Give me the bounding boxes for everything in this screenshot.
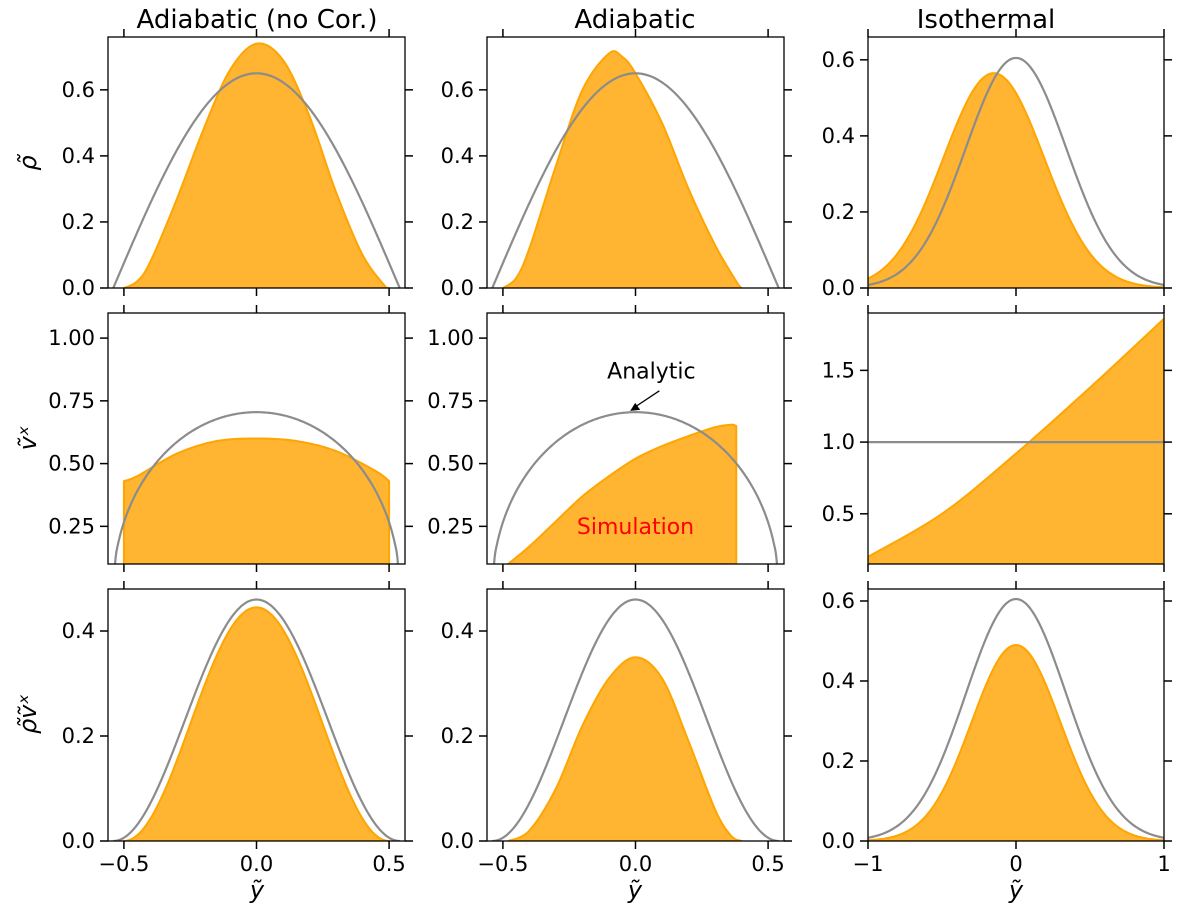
simulation-area — [868, 317, 1164, 564]
y-tick-label: 0.2 — [62, 724, 95, 748]
panel-r2c0: −0.5 0.0 0.50.00.20.4 — [62, 581, 413, 876]
analytic-curve — [113, 411, 400, 564]
simulation-area — [868, 72, 1164, 288]
y-tick-label: 0.0 — [62, 276, 95, 300]
plot-area — [868, 597, 1164, 841]
x-axis-labels: ỹ ỹ ỹ — [249, 876, 1024, 904]
y-tick-label: 0.5 — [822, 502, 855, 526]
y-tick-label: 0.4 — [441, 619, 474, 643]
panel-r1c0: 0.25 0.50 0.75 1.00 — [48, 305, 413, 572]
y-tick-label: 1.00 — [427, 326, 474, 350]
analytic-curve — [492, 411, 779, 564]
y-tick-label: 0.50 — [427, 452, 474, 476]
y-tick-label: 0.75 — [48, 389, 95, 413]
panel-r2c2: −1 0 1 0.0 0.2 0.4 0.6 — [822, 581, 1172, 876]
y-tick-label: 1.00 — [48, 326, 95, 350]
y-tick-label: 0.2 — [822, 200, 855, 224]
analytic-curve — [112, 72, 401, 288]
simulation-area — [122, 606, 391, 841]
y-tick-label: 0.25 — [48, 514, 95, 538]
y-tick-label: 1.5 — [822, 358, 855, 382]
y-tick-label: 0.6 — [822, 589, 855, 613]
x-tick-label: −1 — [853, 852, 884, 876]
x-tick-label: 0.5 — [751, 852, 784, 876]
y-tick-label: 0.6 — [441, 78, 474, 102]
simulation-area — [122, 42, 391, 288]
plot-area — [868, 56, 1164, 288]
x-tick-label: 1 — [1157, 852, 1170, 876]
panel-r1c1: 0.25 0.50 0.75 1.00 Analytic Simulation — [427, 305, 792, 572]
x-tick-label: −0.5 — [98, 852, 149, 876]
y-tick-label: 0.4 — [822, 669, 855, 693]
y-tick-label: 0.0 — [441, 276, 474, 300]
y-tick-label: 0.4 — [62, 144, 95, 168]
plot-area — [491, 50, 780, 288]
analytic-curve — [492, 598, 779, 841]
y-tick-label: 0.6 — [62, 78, 95, 102]
annotation-arrow — [634, 390, 660, 408]
y-tick-label: 0.4 — [62, 619, 95, 643]
plot-area — [492, 598, 779, 841]
simulation-area — [507, 423, 738, 564]
y-tick-label: 1.0 — [822, 430, 855, 454]
row-label-velocity: ṽˣ — [14, 426, 42, 451]
analytic-curve — [491, 72, 780, 288]
panel-r0c2: 0.0 0.2 0.4 0.6 — [822, 29, 1172, 300]
panel-r1c2: 0.5 1.0 1.5 — [822, 305, 1172, 572]
y-tick-label: 0.2 — [822, 749, 855, 773]
x-tick-label: 0.5 — [372, 852, 405, 876]
row-label-density: ρ̃ — [14, 153, 42, 170]
y-tick-label: 0.6 — [822, 48, 855, 72]
analytic-annotation: Analytic — [607, 359, 695, 384]
y-tick-label: 0.0 — [822, 829, 855, 853]
analytic-curve — [113, 598, 400, 841]
plot-area — [113, 411, 400, 564]
plot-area — [113, 598, 400, 841]
x-tick-label: 0 — [1009, 852, 1022, 876]
y-tick-label: 0.2 — [62, 210, 95, 234]
y-tick-label: 0.4 — [441, 144, 474, 168]
y-tick-label: 0.50 — [48, 452, 95, 476]
x-tick-label: 0.0 — [619, 852, 652, 876]
simulation-area — [122, 437, 391, 564]
simulation-area — [501, 50, 743, 288]
y-tick-label: 0.2 — [441, 724, 474, 748]
panel-r0c0: 0.0 0.2 0.4 0.6 — [62, 29, 413, 300]
simulation-annotation: Simulation — [577, 515, 694, 540]
panel-r0c1: 0.0 0.2 0.4 0.6 — [441, 29, 792, 300]
y-tick-label: 0.4 — [822, 124, 855, 148]
y-tick-label: 0.0 — [822, 276, 855, 300]
analytic-curve — [868, 597, 1164, 839]
x-axis-label-col-3: ỹ — [1008, 876, 1024, 904]
panel-r2c1: −0.5 0.0 0.50.00.20.4 — [441, 581, 792, 876]
plot-area — [492, 411, 779, 564]
y-tick-label: 0.25 — [427, 514, 474, 538]
x-axis-label-col-2: ỹ — [627, 876, 643, 904]
y-tick-label: 0.75 — [427, 389, 474, 413]
x-axis-label-col-1: ỹ — [249, 876, 265, 904]
column-titles: Adiabatic (no Cor.) Adiabatic Isothermal — [137, 5, 1056, 35]
panel-grid: 0.0 0.2 0.4 0.6 0.0 0.2 0.4 0.6 0.0 0.2 0.4 0.6 0.25… — [48, 29, 1172, 876]
simulation-area — [507, 656, 743, 841]
plot-area — [112, 42, 401, 288]
y-tick-label: 0.0 — [441, 829, 474, 853]
x-tick-label: 0.0 — [240, 852, 273, 876]
row-labels: ρ̃ ṽˣ ρ̃ṽˣ — [14, 153, 42, 734]
y-tick-label: 0.0 — [62, 829, 95, 853]
column-title-isothermal: Isothermal — [917, 5, 1056, 35]
analytic-curve — [868, 56, 1164, 287]
row-label-momentum: ρ̃ṽˣ — [14, 694, 42, 734]
simulation-area — [868, 644, 1164, 841]
annotation-arrowhead — [630, 402, 641, 411]
x-tick-label: −0.5 — [477, 852, 528, 876]
plot-area — [868, 317, 1164, 564]
y-tick-label: 0.2 — [441, 210, 474, 234]
